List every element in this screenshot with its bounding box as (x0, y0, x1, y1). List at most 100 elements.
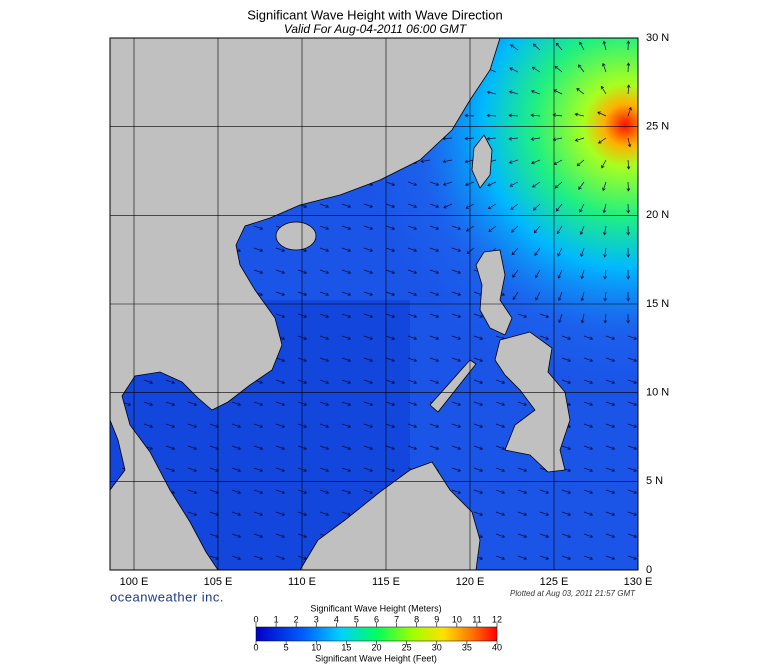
arrow (626, 40, 631, 51)
arrow (319, 489, 330, 494)
arrow (580, 291, 585, 302)
arrow (495, 379, 506, 384)
arrow (253, 247, 264, 252)
arrow (319, 203, 330, 208)
arrow (363, 335, 374, 340)
arrow (601, 159, 607, 169)
arrow (407, 225, 418, 230)
arrow (627, 401, 638, 406)
brand: oceanweather inc. (110, 589, 224, 604)
arrow (341, 225, 352, 230)
lon-label: 100 E (120, 576, 149, 588)
arrow (187, 511, 198, 516)
arrow (451, 445, 462, 450)
arrow (574, 137, 585, 142)
arrow (473, 467, 484, 472)
arrow (602, 62, 607, 73)
arrow (231, 467, 242, 472)
arrow (512, 269, 519, 278)
arrow (319, 445, 330, 450)
arrow (552, 113, 563, 117)
arrow (511, 247, 519, 256)
arrow (539, 511, 550, 516)
arrow (319, 247, 330, 252)
arrow (363, 379, 374, 384)
arrow (583, 533, 594, 538)
arrow (535, 269, 541, 279)
arrow (319, 291, 330, 296)
arrow (583, 511, 594, 516)
arrow (558, 313, 563, 324)
arrow (473, 313, 484, 318)
arrow (495, 555, 506, 560)
arrow (486, 136, 497, 141)
arrow (605, 489, 616, 494)
arrow (275, 555, 286, 560)
arrow (561, 379, 572, 384)
arrow (231, 401, 242, 406)
arrow (165, 445, 176, 450)
arrow (539, 555, 550, 560)
arrow (495, 423, 506, 428)
arrow (580, 269, 585, 280)
arrow (557, 247, 563, 257)
colorbar-tick-label: 5 (354, 614, 359, 624)
arrow (473, 379, 484, 384)
arrow (209, 467, 220, 472)
arrow (319, 357, 330, 362)
colorbar-title-meters: Significant Wave Height (Meters) (310, 603, 441, 613)
arrow (319, 335, 330, 340)
arrow (508, 90, 519, 95)
arrow (143, 423, 154, 428)
arrow (319, 379, 330, 384)
arrow (385, 445, 396, 450)
arrow (554, 65, 563, 73)
arrow (209, 423, 220, 428)
arrow (626, 269, 630, 280)
arrow (319, 511, 330, 516)
arrow (602, 40, 607, 51)
arrow (583, 445, 594, 450)
arrow (539, 533, 550, 538)
lat-label: 30 N (646, 32, 669, 44)
arrow (605, 423, 616, 428)
lat-label: 10 N (646, 387, 669, 399)
colorbar-tick-label: 1 (274, 614, 279, 624)
colorbar-tick-label: 40 (492, 642, 502, 652)
arrow (385, 313, 396, 318)
arrow (407, 423, 418, 428)
arrow (253, 401, 264, 406)
arrow (576, 159, 585, 167)
arrow (363, 423, 374, 428)
arrow (363, 313, 374, 318)
arrow (165, 467, 176, 472)
arrow (275, 291, 286, 296)
arrow (552, 137, 563, 142)
arrow (275, 423, 286, 428)
colorbar-tick-label: 35 (462, 642, 472, 652)
arrow (561, 511, 572, 516)
arrow (473, 489, 484, 494)
colorbar-title-feet: Significant Wave Height (Feet) (315, 653, 437, 663)
arrow (275, 379, 286, 384)
arrow (253, 533, 264, 538)
arrow (407, 401, 418, 406)
arrow (341, 467, 352, 472)
arrow (603, 247, 607, 258)
arrow (464, 136, 475, 141)
lat-label: 25 N (646, 121, 669, 133)
colorbar-tick-label: 4 (334, 614, 339, 624)
arrow (341, 313, 352, 318)
arrow (385, 467, 396, 472)
arrow (385, 247, 396, 252)
arrow (253, 555, 264, 560)
arrow (486, 113, 497, 118)
arrow (574, 112, 585, 117)
arrow (487, 181, 497, 187)
arrow (275, 401, 286, 406)
arrow (363, 291, 374, 296)
arrow (473, 445, 484, 450)
arrow (495, 467, 506, 472)
arrow (231, 423, 242, 428)
colorbar-tick-label: 2 (294, 614, 299, 624)
